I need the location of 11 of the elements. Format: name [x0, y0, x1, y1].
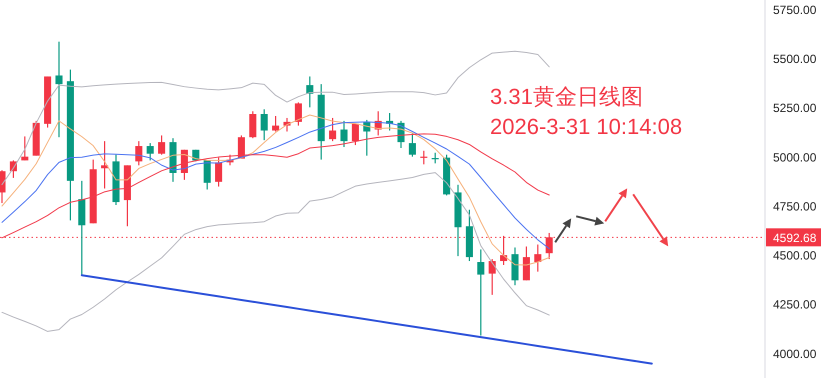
ytick: 5250.00 — [773, 101, 816, 116]
ytick: 4750.00 — [773, 199, 816, 214]
ytick: 5500.00 — [773, 52, 816, 66]
ytick: 4000.00 — [773, 346, 816, 361]
subtitle: 2026-3-31 10:14:08 — [490, 114, 682, 139]
ytick: 4500.00 — [773, 248, 816, 263]
ytick: 5750.00 — [773, 2, 816, 17]
ref-label: 4592.68 — [773, 230, 816, 245]
title: 3.31黄金日线图 — [490, 84, 643, 109]
ytick: 4250.00 — [773, 298, 816, 312]
ytick: 5000.00 — [773, 150, 816, 164]
